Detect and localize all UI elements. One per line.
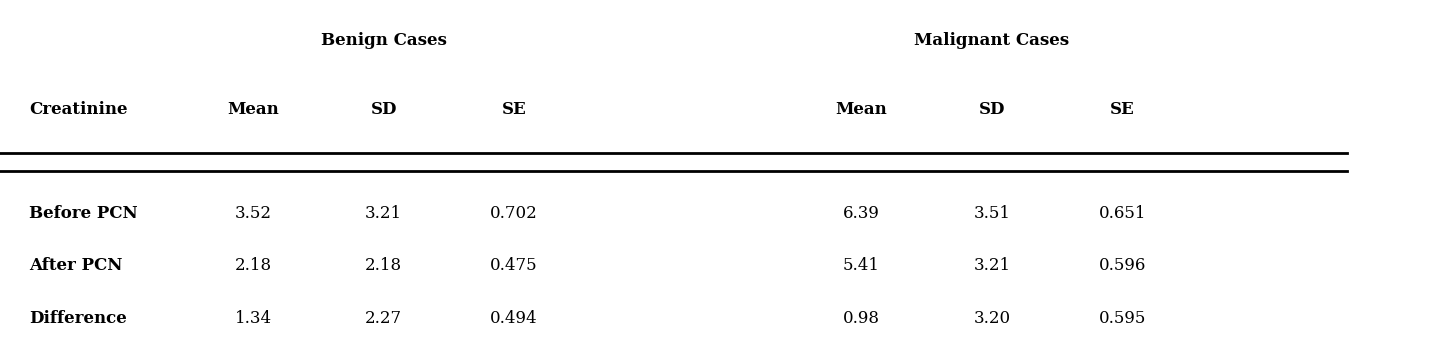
Text: Benign Cases: Benign Cases: [321, 32, 446, 49]
Text: SE: SE: [501, 101, 527, 118]
Text: 2.18: 2.18: [365, 257, 403, 275]
Text: 5.41: 5.41: [843, 257, 880, 275]
Text: After PCN: After PCN: [29, 257, 122, 275]
Text: Before PCN: Before PCN: [29, 205, 138, 222]
Text: 3.21: 3.21: [365, 205, 403, 222]
Text: 3.21: 3.21: [973, 257, 1011, 275]
Text: 0.702: 0.702: [491, 205, 537, 222]
Text: SE: SE: [1109, 101, 1135, 118]
Text: 2.18: 2.18: [235, 257, 272, 275]
Text: 0.494: 0.494: [491, 310, 537, 327]
Text: 6.39: 6.39: [843, 205, 880, 222]
Text: 0.651: 0.651: [1099, 205, 1145, 222]
Text: 3.20: 3.20: [973, 310, 1011, 327]
Text: Creatinine: Creatinine: [29, 101, 127, 118]
Text: Malignant Cases: Malignant Cases: [914, 32, 1070, 49]
Text: Difference: Difference: [29, 310, 127, 327]
Text: 0.475: 0.475: [491, 257, 537, 275]
Text: 2.27: 2.27: [365, 310, 403, 327]
Text: 0.98: 0.98: [843, 310, 880, 327]
Text: 3.51: 3.51: [973, 205, 1011, 222]
Text: Mean: Mean: [835, 101, 888, 118]
Text: 1.34: 1.34: [235, 310, 272, 327]
Text: SD: SD: [979, 101, 1005, 118]
Text: 3.52: 3.52: [235, 205, 272, 222]
Text: 0.595: 0.595: [1099, 310, 1145, 327]
Text: SD: SD: [371, 101, 397, 118]
Text: Mean: Mean: [227, 101, 279, 118]
Text: 0.596: 0.596: [1099, 257, 1145, 275]
